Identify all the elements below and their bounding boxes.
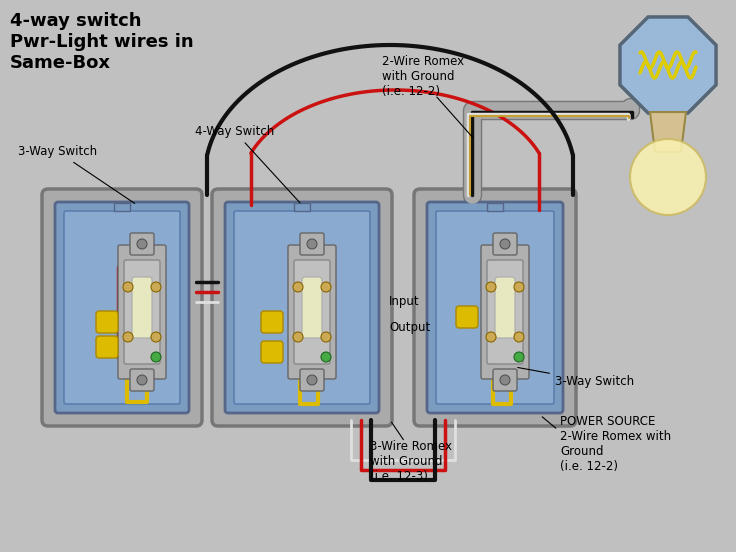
FancyBboxPatch shape (130, 233, 154, 255)
Text: 4-way switch
Pwr-Light wires in
Same-Box: 4-way switch Pwr-Light wires in Same-Box (10, 12, 194, 72)
FancyBboxPatch shape (124, 260, 160, 364)
FancyBboxPatch shape (234, 211, 370, 404)
FancyBboxPatch shape (96, 336, 118, 358)
Circle shape (321, 282, 331, 292)
Circle shape (514, 352, 524, 362)
FancyBboxPatch shape (294, 203, 310, 211)
FancyBboxPatch shape (118, 245, 166, 379)
FancyBboxPatch shape (427, 202, 563, 413)
Text: 2-Wire Romex
with Ground
(i.e. 12-2): 2-Wire Romex with Ground (i.e. 12-2) (382, 55, 464, 98)
Circle shape (293, 282, 303, 292)
FancyBboxPatch shape (42, 189, 202, 426)
FancyBboxPatch shape (300, 369, 324, 391)
Circle shape (486, 332, 496, 342)
FancyBboxPatch shape (302, 277, 322, 338)
FancyBboxPatch shape (487, 203, 503, 211)
Circle shape (500, 239, 510, 249)
Text: 3-Way Switch: 3-Way Switch (517, 368, 634, 388)
Circle shape (630, 139, 706, 215)
Circle shape (486, 282, 496, 292)
Circle shape (321, 332, 331, 342)
Circle shape (293, 332, 303, 342)
FancyBboxPatch shape (212, 189, 392, 426)
Circle shape (123, 332, 133, 342)
FancyBboxPatch shape (436, 211, 554, 404)
FancyBboxPatch shape (414, 189, 576, 426)
Circle shape (137, 239, 147, 249)
Text: 3-Way Switch: 3-Way Switch (18, 145, 135, 204)
Circle shape (321, 352, 331, 362)
Circle shape (500, 375, 510, 385)
FancyBboxPatch shape (288, 245, 336, 379)
Circle shape (307, 239, 317, 249)
Text: Input: Input (389, 295, 420, 309)
FancyBboxPatch shape (64, 211, 180, 404)
FancyBboxPatch shape (487, 260, 523, 364)
FancyBboxPatch shape (96, 311, 118, 333)
FancyBboxPatch shape (132, 277, 152, 338)
FancyBboxPatch shape (55, 202, 189, 413)
FancyBboxPatch shape (261, 341, 283, 363)
Circle shape (307, 375, 317, 385)
FancyBboxPatch shape (493, 233, 517, 255)
Text: POWER SOURCE
2-Wire Romex with
Ground
(i.e. 12-2): POWER SOURCE 2-Wire Romex with Ground (i… (560, 415, 671, 473)
FancyBboxPatch shape (481, 245, 529, 379)
Circle shape (151, 352, 161, 362)
Circle shape (514, 332, 524, 342)
Text: 4-Way Switch: 4-Way Switch (195, 125, 300, 203)
Circle shape (151, 332, 161, 342)
Circle shape (514, 282, 524, 292)
FancyBboxPatch shape (456, 306, 478, 328)
FancyBboxPatch shape (261, 311, 283, 333)
Circle shape (123, 282, 133, 292)
FancyBboxPatch shape (114, 203, 130, 211)
FancyBboxPatch shape (493, 369, 517, 391)
FancyBboxPatch shape (130, 369, 154, 391)
Polygon shape (620, 17, 716, 113)
Text: 3-Wire Romex
with Ground
(i.e. 12-3): 3-Wire Romex with Ground (i.e. 12-3) (370, 440, 452, 483)
FancyBboxPatch shape (225, 202, 379, 413)
Polygon shape (650, 112, 686, 152)
Circle shape (151, 282, 161, 292)
FancyBboxPatch shape (495, 277, 515, 338)
FancyBboxPatch shape (300, 233, 324, 255)
Circle shape (137, 375, 147, 385)
FancyBboxPatch shape (294, 260, 330, 364)
Text: Output: Output (389, 321, 431, 333)
